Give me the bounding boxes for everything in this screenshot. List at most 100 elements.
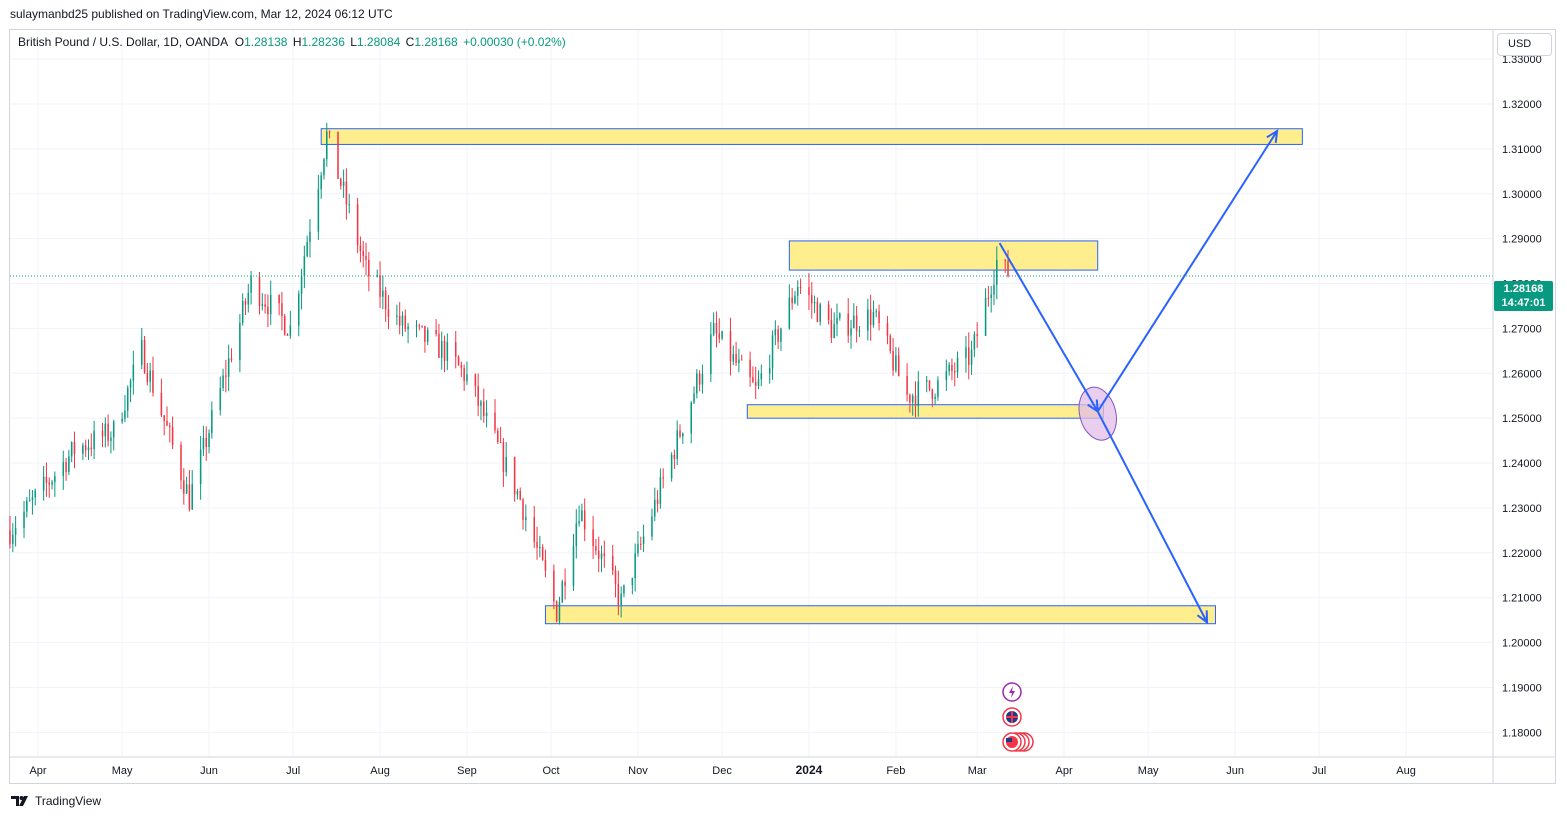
- last-price-value: 1.28168: [1503, 283, 1544, 295]
- time-tick-label: May: [1138, 765, 1159, 777]
- candle-body: [533, 517, 536, 542]
- time-tick-label: Jun: [1226, 765, 1244, 777]
- currency-selector[interactable]: USD: [1497, 33, 1552, 56]
- candle-body: [934, 397, 936, 399]
- price-tick-label: 1.26000: [1502, 368, 1542, 380]
- candle-body: [780, 328, 782, 342]
- candle-body: [62, 462, 65, 477]
- candle-body: [31, 497, 34, 501]
- candle-body: [202, 437, 205, 450]
- candle-body: [693, 393, 695, 403]
- candle-body: [306, 242, 308, 257]
- chart-frame[interactable]: [9, 29, 1556, 784]
- candle-body: [457, 356, 460, 366]
- candle-body: [676, 430, 678, 459]
- candle-body: [502, 442, 505, 473]
- candle-body: [73, 442, 76, 454]
- candle-body: [953, 371, 956, 373]
- candle-body: [121, 418, 123, 422]
- candle-body: [794, 295, 796, 304]
- candle-body: [326, 131, 328, 160]
- candle-body: [110, 437, 112, 441]
- tradingview-logo[interactable]: TradingView: [11, 794, 101, 808]
- candle-body: [348, 204, 350, 206]
- zone-resistance-top: [320, 128, 1303, 145]
- candle-body: [227, 358, 230, 377]
- candle-body: [696, 373, 698, 394]
- candle-body: [895, 355, 897, 371]
- candle-body: [169, 425, 171, 428]
- candle-body: [286, 334, 289, 336]
- candle-body: [365, 256, 367, 260]
- trend-arrow-head: [1266, 129, 1279, 144]
- candle-body: [595, 546, 597, 551]
- candle-body: [247, 292, 250, 305]
- candle-body: [82, 445, 84, 454]
- candle-body: [1004, 259, 1006, 262]
- lightning-icon: [1002, 682, 1022, 702]
- trend-arrow-line: [1096, 410, 1208, 623]
- candle-body: [241, 300, 244, 323]
- candle-body: [26, 500, 28, 512]
- symbol-legend[interactable]: British Pound / U.S. Dollar, 1D, OANDA O…: [18, 35, 568, 49]
- candle-body: [356, 204, 359, 246]
- candle-body: [976, 334, 978, 336]
- candle-body: [438, 333, 440, 358]
- candle-body: [788, 297, 791, 329]
- candle-body: [45, 476, 48, 483]
- candle-body: [760, 373, 763, 380]
- candle-body: [996, 259, 998, 285]
- candle-body: [581, 510, 583, 522]
- candle-body: [90, 447, 93, 450]
- candle-body: [847, 313, 849, 336]
- price-tick-label: 1.22000: [1502, 548, 1542, 560]
- candle-body: [342, 181, 345, 186]
- candle-body: [384, 290, 387, 310]
- candle-body: [104, 423, 107, 437]
- candle-body: [219, 387, 222, 411]
- candle-body: [65, 462, 67, 473]
- candle-body: [850, 328, 852, 336]
- candle-body: [171, 427, 174, 445]
- candle-body: [199, 449, 202, 485]
- candle-body: [777, 329, 779, 342]
- time-tick-label: Dec: [712, 765, 732, 777]
- candle-body: [505, 457, 507, 473]
- candle-body: [340, 178, 342, 186]
- trend-arrow-line: [1096, 130, 1278, 412]
- candle-body: [945, 371, 948, 381]
- candle-body: [267, 306, 269, 315]
- candle-body: [497, 430, 499, 443]
- candle-body: [485, 412, 488, 417]
- candle-body: [600, 553, 603, 559]
- candle-body: [897, 355, 900, 377]
- time-tick-label: Sep: [457, 765, 477, 777]
- candle-body: [749, 359, 751, 378]
- candle-body: [146, 372, 149, 382]
- candle-body: [631, 578, 634, 586]
- candle-body: [149, 370, 151, 382]
- candle-body: [889, 335, 892, 352]
- candle-body: [183, 480, 185, 494]
- candle-body: [309, 231, 311, 243]
- candle-body: [592, 529, 594, 547]
- candle-body: [662, 477, 664, 479]
- candle-body: [869, 309, 872, 326]
- candle-body: [673, 454, 676, 459]
- candle-body: [555, 601, 558, 622]
- price-axis: 1.330001.320001.310001.300001.290001.280…: [1492, 30, 1542, 784]
- symbol-name[interactable]: British Pound / U.S. Dollar, 1D, OANDA: [18, 35, 229, 49]
- candle-body: [398, 315, 401, 326]
- candle-body: [973, 334, 976, 350]
- candle-body: [718, 333, 721, 339]
- candle-body: [878, 311, 880, 324]
- candle-body: [813, 301, 816, 304]
- candle-body: [819, 304, 821, 322]
- candle-body: [140, 339, 143, 365]
- candle-body: [811, 295, 813, 304]
- time-axis: Apr May Jun Jul Aug Sep Oct Nov Dec 2024 Feb Mar Apr…: [10, 756, 1556, 777]
- candle-body: [791, 297, 793, 304]
- candle-body: [328, 131, 331, 133]
- candle-body: [281, 303, 283, 317]
